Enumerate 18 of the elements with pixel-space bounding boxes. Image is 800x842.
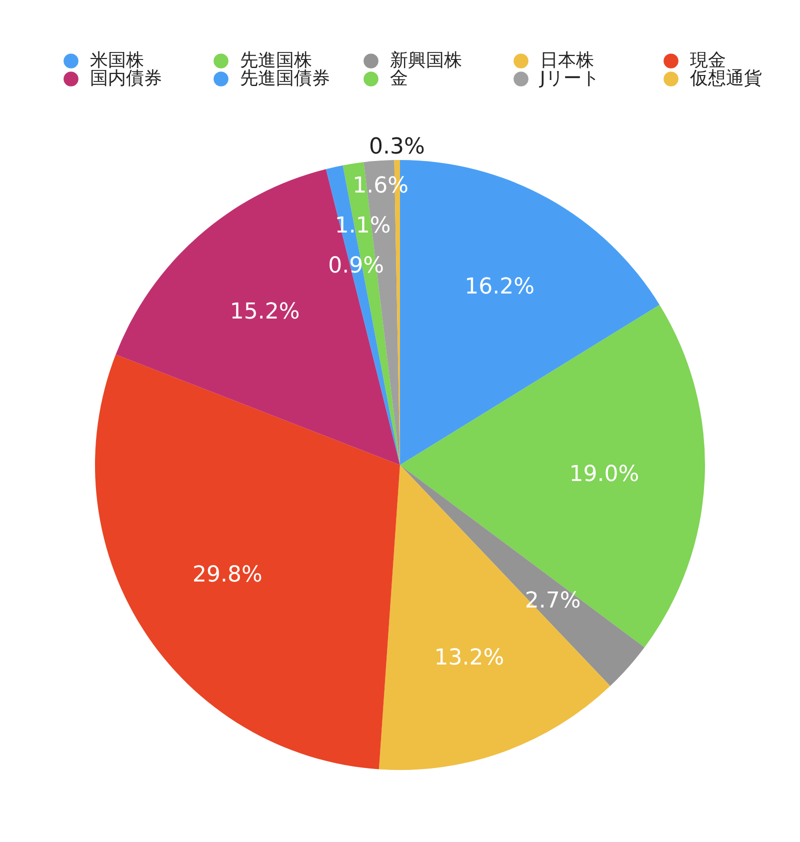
legend-label: 新興国株 <box>390 50 462 71</box>
legend-label: 先進国債券 <box>240 68 330 89</box>
data-label: 16.2% <box>464 274 535 300</box>
legend-label: 日本株 <box>540 50 594 71</box>
data-label: 0.3% <box>369 134 425 160</box>
legend-label: 国内債券 <box>90 68 162 89</box>
data-label: 1.1% <box>334 214 391 239</box>
pie-slice <box>400 304 705 648</box>
legend-label: Jリート <box>539 68 600 89</box>
pie-slice <box>95 354 400 770</box>
data-label: 13.2% <box>434 645 504 670</box>
legend-label: 金 <box>390 68 408 89</box>
legend-label: 仮想通貨 <box>689 68 762 89</box>
data-label: 15.2% <box>230 300 300 325</box>
data-label: 29.8% <box>192 562 262 588</box>
data-label: 0.9% <box>328 253 384 278</box>
pie-slice <box>400 465 644 686</box>
data-label: 19.0% <box>569 462 640 487</box>
